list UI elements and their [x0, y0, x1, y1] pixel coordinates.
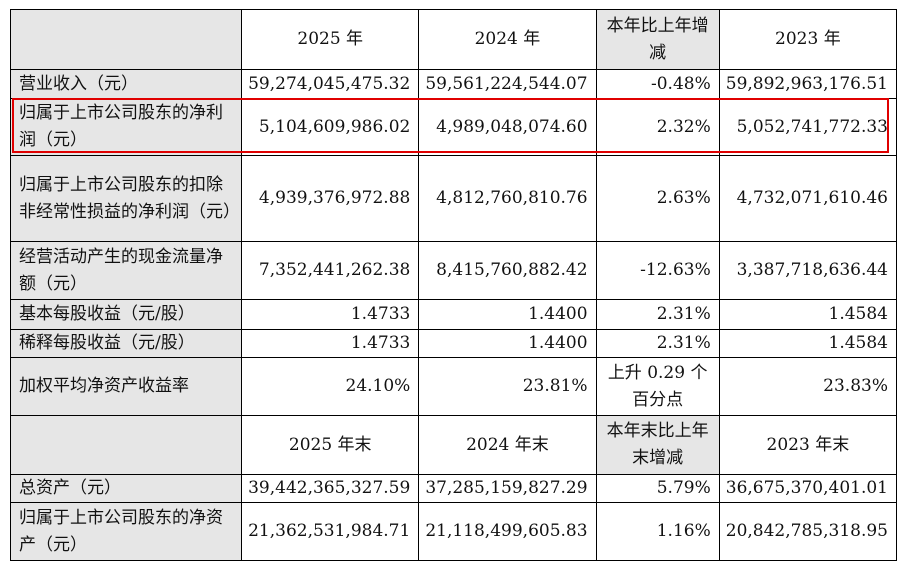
row-label: 归属于上市公司股东的净利润（元） — [9, 98, 243, 156]
value-2023: 23.83% — [718, 357, 897, 416]
value-change: 2.63% — [595, 155, 720, 242]
value-2024: 23.81% — [418, 357, 597, 416]
header-2025-end: 2025 年末 — [241, 415, 420, 475]
table-row: 归属于上市公司股东的净资产（元） 21,362,531,984.71 21,11… — [9, 502, 897, 561]
table-row: 基本每股收益（元/股） 1.4733 1.4400 2.31% 1.4584 — [9, 299, 897, 330]
value-change: 2.32% — [595, 98, 720, 156]
value-2024: 8,415,760,882.42 — [418, 241, 597, 300]
value-2024: 1.4400 — [418, 299, 597, 330]
value-2023: 1.4584 — [718, 299, 897, 330]
header-row-annual: 2025 年 2024 年 本年比上年增减 2023 年 — [9, 9, 897, 70]
value-2023: 20,842,785,318.95 — [718, 502, 897, 561]
value-change: 2.31% — [595, 329, 720, 358]
value-2024: 37,285,159,827.29 — [418, 474, 597, 503]
header-empty-cell — [9, 9, 243, 70]
table-row: 加权平均净资产收益率 24.10% 23.81% 上升 0.29 个百分点 23… — [9, 357, 897, 416]
header-2024-end: 2024 年末 — [418, 415, 597, 475]
value-change: -12.63% — [595, 241, 720, 300]
value-change: 2.31% — [595, 299, 720, 330]
header-row-year-end: 2025 年末 2024 年末 本年末比上年末增减 2023 年末 — [9, 415, 897, 475]
value-2023: 3,387,718,636.44 — [718, 241, 897, 300]
row-label: 加权平均净资产收益率 — [9, 357, 243, 416]
value-2023: 5,052,741,772.33 — [718, 98, 897, 156]
financial-summary-table: 2025 年 2024 年 本年比上年增减 2023 年 营业收入（元） 59,… — [9, 9, 897, 561]
header-2023: 2023 年 — [718, 9, 897, 70]
row-label: 经营活动产生的现金流量净额（元） — [9, 241, 243, 300]
value-2025: 5,104,609,986.02 — [241, 98, 420, 156]
value-2023: 59,892,963,176.51 — [718, 69, 897, 99]
row-label: 归属于上市公司股东的扣除非经常性损益的净利润（元） — [9, 155, 243, 242]
value-2025: 59,274,045,475.32 — [241, 69, 420, 99]
row-label: 总资产（元） — [9, 474, 243, 503]
header-change-end: 本年末比上年末增减 — [595, 415, 720, 475]
value-2023: 36,675,370,401.01 — [718, 474, 897, 503]
value-2025: 24.10% — [241, 357, 420, 416]
value-2025: 7,352,441,262.38 — [241, 241, 420, 300]
value-2023: 1.4584 — [718, 329, 897, 358]
table-row: 经营活动产生的现金流量净额（元） 7,352,441,262.38 8,415,… — [9, 241, 897, 300]
header-empty-cell — [9, 415, 243, 475]
header-2023-end: 2023 年末 — [718, 415, 897, 475]
value-2024: 4,812,760,810.76 — [418, 155, 597, 242]
value-change: -0.48% — [595, 69, 720, 99]
row-label: 营业收入（元） — [9, 69, 243, 99]
row-label: 基本每股收益（元/股） — [9, 299, 243, 330]
row-label: 稀释每股收益（元/股） — [9, 329, 243, 358]
value-change: 5.79% — [595, 474, 720, 503]
value-2025: 4,939,376,972.88 — [241, 155, 420, 242]
table-row: 归属于上市公司股东的扣除非经常性损益的净利润（元） 4,939,376,972.… — [9, 155, 897, 242]
row-label: 归属于上市公司股东的净资产（元） — [9, 502, 243, 561]
value-2024: 1.4400 — [418, 329, 597, 358]
value-2023: 4,732,071,610.46 — [718, 155, 897, 242]
table-row-highlighted: 归属于上市公司股东的净利润（元） 5,104,609,986.02 4,989,… — [9, 98, 897, 156]
table-row: 总资产（元） 39,442,365,327.59 37,285,159,827.… — [9, 474, 897, 503]
value-2024: 59,561,224,544.07 — [418, 69, 597, 99]
value-2025: 21,362,531,984.71 — [241, 502, 420, 561]
header-2025: 2025 年 — [241, 9, 420, 70]
value-2024: 4,989,048,074.60 — [418, 98, 597, 156]
value-2024: 21,118,499,605.83 — [418, 502, 597, 561]
value-2025: 1.4733 — [241, 329, 420, 358]
value-2025: 39,442,365,327.59 — [241, 474, 420, 503]
value-change: 上升 0.29 个百分点 — [595, 357, 720, 416]
value-2025: 1.4733 — [241, 299, 420, 330]
table-row: 营业收入（元） 59,274,045,475.32 59,561,224,544… — [9, 69, 897, 99]
value-change: 1.16% — [595, 502, 720, 561]
header-change: 本年比上年增减 — [595, 9, 720, 70]
table-row: 稀释每股收益（元/股） 1.4733 1.4400 2.31% 1.4584 — [9, 329, 897, 358]
header-2024: 2024 年 — [418, 9, 597, 70]
